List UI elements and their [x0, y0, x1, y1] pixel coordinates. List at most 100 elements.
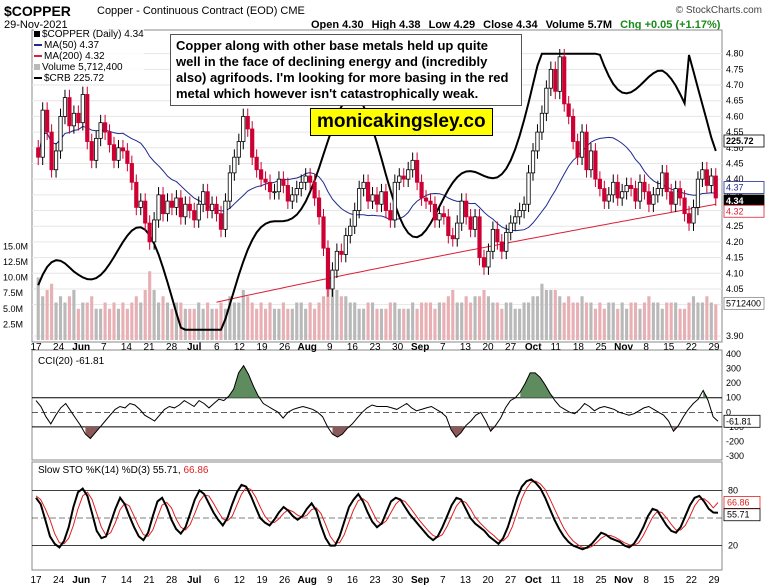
x-tick-label: 7	[101, 342, 107, 353]
x-tick-label: 9	[327, 575, 333, 586]
candle-body	[183, 203, 188, 218]
volume-bar	[116, 308, 121, 340]
candle-body	[499, 241, 504, 252]
volume-bar	[90, 296, 94, 340]
volume-bar	[669, 302, 673, 340]
x-tick-label: 12	[234, 575, 246, 586]
candle-body	[450, 235, 455, 240]
candle-body	[388, 210, 393, 221]
x-tick-label: 11	[551, 575, 562, 586]
candle-body	[227, 172, 232, 202]
candle-body	[325, 247, 331, 290]
cci-line	[35, 364, 719, 440]
candle-body	[152, 219, 157, 243]
candle-body	[477, 216, 482, 258]
volume-bar	[85, 302, 89, 340]
volume-bar	[321, 296, 326, 340]
volume-bar	[678, 308, 682, 340]
volume-bar	[460, 302, 464, 340]
volume-bar	[161, 296, 165, 340]
volume-bar	[201, 308, 205, 340]
candle-body	[486, 250, 491, 268]
volume-bar	[157, 302, 161, 340]
volume-bar	[143, 290, 147, 340]
sto-tick-label: 20	[728, 541, 738, 551]
volume-bar	[660, 308, 664, 340]
volume-bar	[567, 296, 571, 340]
volume-bar	[553, 290, 557, 340]
volume-bar	[620, 302, 624, 340]
candle-body	[646, 191, 652, 205]
volume-bar	[348, 302, 352, 340]
volume-bar	[272, 308, 277, 340]
x-tick-label: 16	[347, 575, 359, 586]
candle-body	[36, 147, 41, 158]
sto-k-line	[35, 478, 719, 551]
volume-bar	[304, 308, 308, 340]
x-tick-label: Nov	[614, 575, 633, 586]
candle-body	[245, 116, 250, 130]
candle-body	[98, 122, 103, 139]
value-tag-label: 225.72	[726, 136, 754, 146]
candle-body	[308, 175, 313, 183]
candle-body	[508, 222, 513, 233]
volume-bar	[589, 302, 593, 340]
x-tick-label: 21	[143, 575, 155, 586]
x-tick-label: 12	[234, 342, 246, 353]
cci-tick-label: 200	[726, 378, 741, 388]
candle-body	[129, 163, 134, 183]
source-credit[interactable]: © StockCharts.com	[675, 5, 762, 16]
volume-bar	[611, 302, 615, 340]
volume-bar	[544, 290, 548, 340]
candle-body	[401, 175, 406, 180]
volume-bar	[513, 308, 517, 340]
volume-bar	[250, 302, 254, 340]
quote-high: High 4.38	[371, 19, 421, 31]
candle-body	[468, 216, 473, 230]
candle-body	[232, 156, 237, 174]
volume-bar	[41, 296, 45, 340]
candle-body	[628, 185, 634, 189]
exchange-label: CME	[280, 5, 305, 17]
volume-bar	[598, 302, 602, 340]
x-tick-label: 19	[256, 575, 268, 586]
volume-bar	[63, 302, 67, 340]
x-tick-label: 8	[643, 342, 649, 353]
volume-bar	[683, 308, 687, 340]
volume-bar	[112, 302, 116, 340]
legend-ma50: MA(50) 4.37	[34, 40, 144, 51]
candle-body	[143, 200, 148, 224]
volume-bar	[593, 308, 597, 340]
x-tick-label: 11	[551, 342, 562, 353]
x-tick-label: 23	[369, 575, 381, 586]
cci-tick-label: 0	[726, 407, 731, 417]
price-tick-label: 3.90	[726, 331, 744, 341]
volume-tick-label: 2.5M	[3, 319, 23, 329]
volume-bar	[691, 296, 696, 340]
volume-bar	[313, 308, 317, 340]
volume-bar	[67, 296, 71, 340]
x-tick-label: 9	[327, 342, 333, 353]
candle-body	[553, 68, 558, 92]
quote-volume: Volume 5.7M	[545, 19, 613, 31]
x-tick-label: Aug	[297, 342, 316, 353]
volume-bar	[393, 302, 397, 340]
candle-body	[406, 169, 411, 180]
x-tick-label: 6	[214, 342, 220, 353]
volume-bar	[638, 308, 642, 340]
candle-body	[495, 228, 500, 243]
candle-body	[290, 194, 295, 202]
cci-tick-label: 400	[726, 349, 741, 359]
x-tick-label: 19	[256, 342, 268, 353]
x-tick-label: 8	[643, 575, 649, 586]
candle-body	[615, 181, 620, 199]
brand-label[interactable]: monicakingsley.co	[310, 108, 493, 136]
candle-body	[611, 181, 616, 196]
volume-bar	[94, 308, 98, 340]
candle-body	[174, 197, 179, 208]
volume-tick-label: 10.0M	[3, 273, 28, 283]
volume-bar	[255, 308, 259, 340]
volume-bar	[259, 302, 263, 340]
candle-body	[539, 112, 545, 133]
cci-tick-label: -300	[726, 451, 744, 461]
